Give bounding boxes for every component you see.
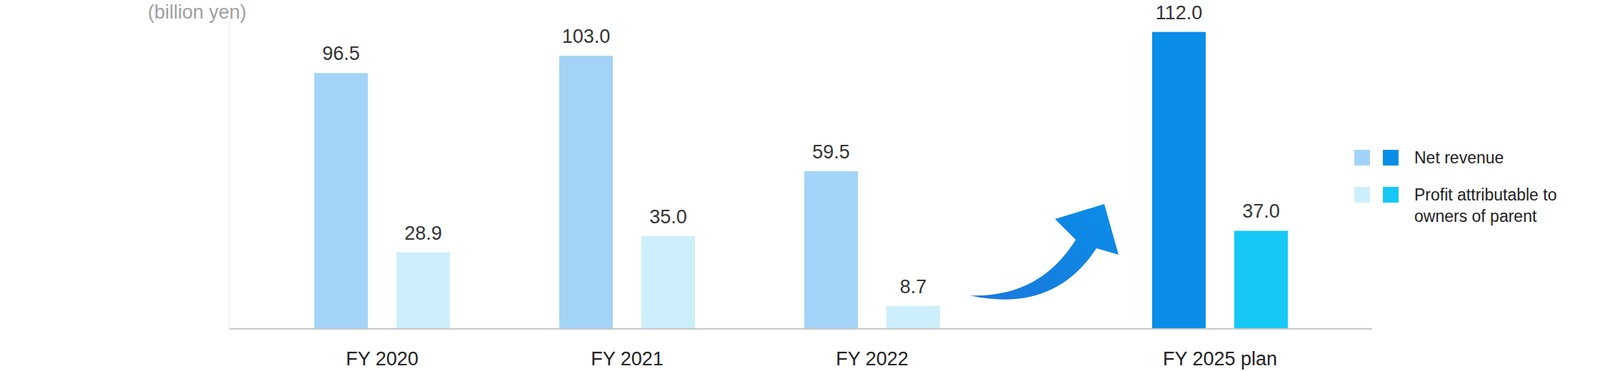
data-label: 59.5 bbox=[812, 141, 850, 163]
bars bbox=[314, 32, 1288, 330]
bar bbox=[1234, 230, 1288, 330]
data-label: 8.7 bbox=[900, 276, 928, 298]
data-label: 103.0 bbox=[562, 25, 611, 48]
bar bbox=[396, 252, 450, 330]
bar bbox=[641, 236, 695, 330]
legend-swatch bbox=[1382, 150, 1399, 166]
chart: (billion yen) 96.5 103.0 59.5 112.0 28.9 35.0 8… bbox=[0, 0, 1600, 371]
x-tick-label: FY 2022 bbox=[835, 348, 909, 370]
legend-label: Profit attributable to owners of parent bbox=[1414, 185, 1557, 226]
legend-swatch bbox=[1354, 150, 1370, 166]
x-tick-label: FY 2020 bbox=[345, 348, 419, 370]
bar bbox=[314, 72, 368, 330]
y-label: (billion yen) bbox=[147, 1, 247, 23]
legend-swatch bbox=[1382, 187, 1399, 203]
legend-line: owners of parent bbox=[1414, 207, 1538, 226]
data-label: 35.0 bbox=[649, 206, 688, 228]
bar bbox=[559, 55, 613, 330]
bar bbox=[804, 171, 858, 330]
data-label: 37.0 bbox=[1242, 200, 1280, 223]
data-label: 96.5 bbox=[322, 42, 360, 65]
legend-line: Profit attributable to bbox=[1414, 185, 1557, 205]
legend-swatch bbox=[1354, 187, 1370, 203]
bar bbox=[1152, 32, 1206, 330]
x-tick-label: FY 2025 plan bbox=[1162, 348, 1278, 370]
legend-label: Net revenue bbox=[1414, 148, 1504, 168]
x-tick-label: FY 2021 bbox=[590, 348, 664, 370]
data-label: 112.0 bbox=[1155, 2, 1203, 24]
arrow bbox=[969, 204, 1119, 300]
data-label: 28.9 bbox=[404, 222, 443, 245]
bar bbox=[886, 306, 940, 330]
legend-line: Net revenue bbox=[1414, 148, 1504, 168]
y-axis-line bbox=[229, 10, 230, 330]
x-axis-line bbox=[229, 328, 1373, 330]
